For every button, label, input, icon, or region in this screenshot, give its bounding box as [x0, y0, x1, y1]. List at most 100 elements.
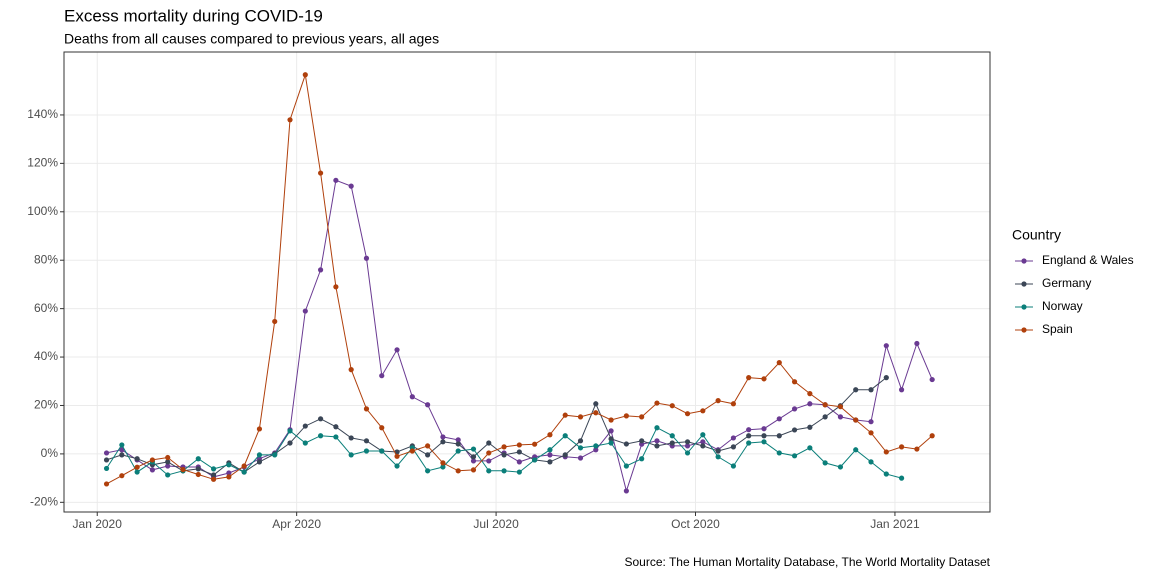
- data-point: [608, 436, 614, 442]
- data-point: [929, 376, 935, 383]
- data-point: [119, 473, 125, 479]
- data-point: [562, 452, 568, 458]
- y-tick-label: 0%: [41, 446, 59, 460]
- caption: Source: The Human Mortality Database, Th…: [625, 555, 991, 569]
- y-tick-label: 80%: [34, 252, 58, 266]
- data-point: [363, 255, 370, 261]
- data-point: [180, 467, 186, 473]
- data-point: [333, 284, 339, 290]
- data-point: [256, 426, 263, 432]
- data-point: [562, 433, 568, 439]
- data-point: [103, 457, 110, 463]
- data-point: [440, 439, 446, 445]
- data-point: [791, 406, 798, 412]
- data-point: [425, 443, 431, 449]
- data-point: [119, 447, 125, 453]
- data-point: [715, 448, 721, 454]
- data-point: [807, 391, 813, 397]
- y-tick-label: 100%: [27, 204, 58, 218]
- data-point: [363, 406, 370, 412]
- data-point: [348, 452, 354, 458]
- data-point: [791, 453, 798, 459]
- data-point: [440, 460, 446, 466]
- data-point: [425, 468, 431, 474]
- data-point: [195, 466, 201, 472]
- data-point: [608, 417, 614, 423]
- data-point: [639, 456, 645, 462]
- data-point: [195, 456, 201, 462]
- data-point: [333, 177, 339, 183]
- data-point: [348, 183, 354, 189]
- data-point: [103, 481, 110, 487]
- y-tick-label: 120%: [27, 156, 58, 170]
- data-point: [302, 308, 308, 314]
- data-point: [654, 425, 660, 431]
- data-point: [470, 458, 477, 464]
- data-point: [822, 414, 828, 420]
- data-point: [256, 452, 263, 458]
- data-point: [348, 435, 354, 441]
- data-point: [654, 400, 660, 406]
- data-point: [669, 403, 675, 409]
- data-point: [394, 453, 400, 459]
- data-point: [593, 447, 599, 453]
- data-point: [409, 394, 415, 400]
- data-point: [363, 448, 370, 454]
- data-point: [532, 441, 538, 447]
- x-tick-label: Jul 2020: [473, 517, 519, 531]
- data-point: [440, 464, 446, 470]
- data-point: [623, 413, 629, 419]
- data-point: [333, 434, 339, 440]
- data-point: [639, 438, 645, 444]
- data-point: [134, 464, 140, 470]
- data-point: [837, 404, 844, 410]
- data-point: [623, 441, 629, 447]
- data-point: [868, 387, 874, 393]
- data-point: [348, 367, 354, 373]
- data-point: [134, 469, 140, 475]
- data-point: [317, 416, 324, 422]
- data-point: [165, 463, 171, 469]
- data-point: [577, 438, 584, 444]
- data-point: [593, 401, 599, 407]
- legend-label: Norway: [1042, 299, 1083, 313]
- data-point: [623, 488, 629, 494]
- data-point: [684, 450, 691, 456]
- data-point: [700, 432, 706, 438]
- y-tick-label: 40%: [34, 349, 58, 363]
- data-point: [562, 412, 568, 418]
- legend-swatch-point: [1021, 281, 1027, 287]
- data-point: [486, 450, 492, 456]
- data-point: [501, 444, 507, 450]
- y-tick-label: 140%: [27, 107, 58, 121]
- data-point: [914, 340, 920, 347]
- data-point: [547, 432, 553, 438]
- data-point: [195, 471, 201, 478]
- data-point: [623, 463, 629, 469]
- data-point: [149, 457, 156, 463]
- data-point: [898, 475, 905, 481]
- data-point: [807, 424, 813, 430]
- data-point: [684, 443, 691, 449]
- data-point: [837, 464, 844, 470]
- chart-title: Excess mortality during COVID-19: [64, 6, 323, 25]
- data-point: [302, 423, 308, 429]
- data-point: [210, 476, 217, 482]
- data-point: [302, 440, 308, 446]
- data-point: [868, 430, 874, 436]
- data-point: [822, 460, 828, 466]
- data-point: [853, 417, 859, 423]
- chart-subtitle: Deaths from all causes compared to previ…: [64, 31, 439, 47]
- data-point: [210, 472, 217, 478]
- data-point: [853, 447, 859, 453]
- data-point: [730, 435, 737, 441]
- data-point: [898, 444, 905, 450]
- data-point: [119, 452, 125, 458]
- data-point: [883, 471, 889, 477]
- plot-border: [63, 51, 991, 513]
- data-point: [639, 414, 645, 420]
- data-point: [669, 440, 675, 446]
- data-point: [868, 419, 874, 425]
- data-point: [700, 439, 706, 445]
